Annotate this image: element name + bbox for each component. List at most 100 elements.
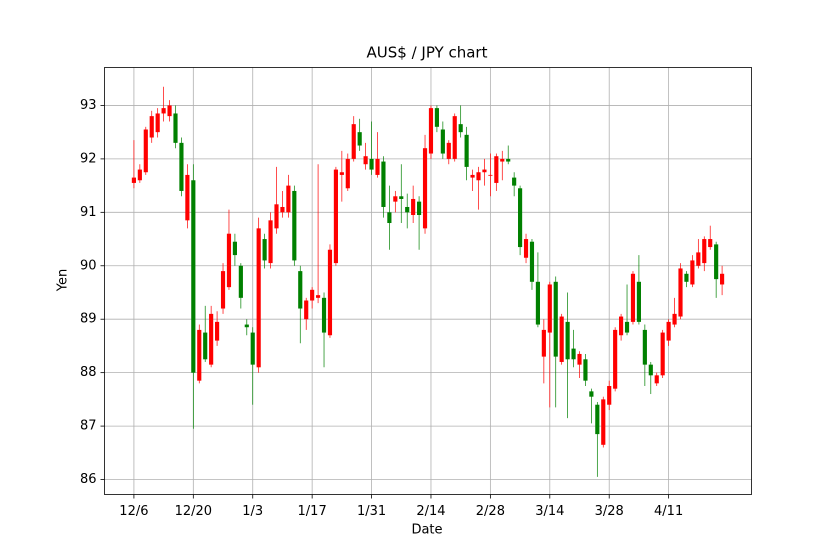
candle-body [167,105,172,117]
axes: 86 87 88 89 90 91 92 93 12/6 12/20 1/3 1/17 1/31 2/14… [80,98,683,519]
candle-body [226,233,232,288]
candle-body [137,169,142,181]
candle-body [215,321,220,341]
y-tick-label: 93 [80,98,97,113]
candle-body [476,172,481,181]
chart-title: AUS$ / JPY chart [367,44,488,62]
candle-body [369,158,374,170]
candle-body [458,124,463,133]
candle-body [535,281,540,325]
candle-body [262,239,267,261]
candle-body [589,391,594,397]
x-tick-label: 3/28 [595,504,624,519]
candle-body [143,129,148,173]
candle-body [518,188,523,248]
candle-body [619,316,624,336]
candle-body [399,196,404,199]
x-tick-label: 12/20 [175,504,212,519]
x-axis-label: Date [411,523,442,538]
candle-body [553,281,558,357]
candle-body [351,124,356,159]
candle-body [714,244,719,280]
candle-body [339,172,344,175]
candle-body [393,196,398,202]
candle-body [666,321,671,341]
x-tick-label: 2/28 [476,504,505,519]
candle-body [417,201,422,215]
candle-body [357,132,362,146]
candle-body [185,174,190,221]
candle-body [541,329,546,357]
candle-body [304,300,309,320]
candle-body [630,273,636,322]
candle-body [280,206,285,213]
candle-body [405,206,410,213]
candle-body [464,134,469,167]
candle-body [179,142,184,191]
candle-body [684,273,689,282]
candle-body [238,265,243,298]
candle-body [696,252,701,266]
candle-body [672,313,677,325]
x-tick-label: 3/14 [535,504,564,519]
candle-body [310,289,315,301]
candle-body [583,359,588,381]
candle-body [363,156,368,165]
candle-body [708,239,713,248]
candle-body [494,156,499,183]
candle-body [565,321,570,360]
candle-body [387,212,392,224]
candle-body [321,297,327,333]
candle-body [292,190,297,261]
candle-body [452,116,457,159]
y-tick-label: 90 [80,258,97,273]
candle-body [434,108,439,127]
y-tick-label: 88 [80,365,97,380]
candle-body [702,239,707,264]
candle-body [209,313,214,365]
candle-body [547,284,552,333]
candle-body [333,169,338,264]
x-tick-label: 1/17 [298,504,327,519]
candle-body [316,295,321,298]
plot-frame [104,67,752,495]
candle-body [529,241,535,282]
candle-body [375,158,380,175]
candle-body [642,329,647,365]
candle-body [720,273,725,285]
candle-body [327,249,333,336]
candle-body [577,353,582,365]
candle-body [482,169,487,173]
candle-body [345,158,350,189]
x-tick-label: 1/31 [357,504,386,519]
candle-body [571,348,576,360]
candle-body [559,316,564,362]
candle-body [607,386,612,405]
y-tick-label: 87 [80,419,97,434]
candle-body [286,185,291,213]
candle-body [446,142,451,159]
candle-body [173,113,178,143]
candle-body [203,332,208,360]
candle-body [274,204,279,229]
candle-body [191,180,196,373]
candle-body [149,116,154,138]
y-axis-label: Yen [56,269,71,292]
candle-body [244,324,249,328]
y-tick-label: 89 [80,312,97,327]
candle-body [601,399,606,445]
candle-body [690,260,695,285]
candle-body [678,268,683,317]
y-tick-label: 92 [80,151,97,166]
candle-body [488,174,493,176]
candle-body [161,108,166,114]
candle-body [523,239,529,258]
candle-body [512,177,517,186]
candle-body [613,329,618,389]
candle-body [256,228,261,368]
candle-body [428,108,434,154]
candle-body [648,364,653,376]
candle-body [220,271,226,309]
candle-body [155,113,160,133]
